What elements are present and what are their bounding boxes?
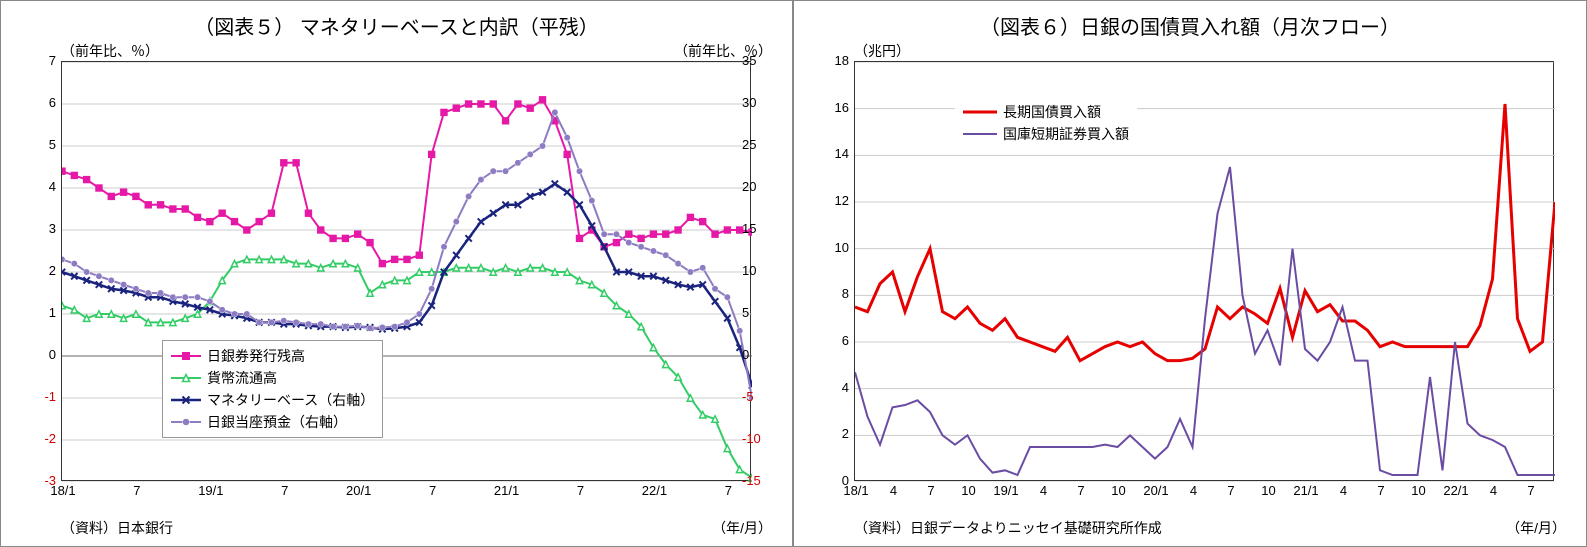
chart5-x-tick: 7 <box>265 483 305 498</box>
chart6-yleft-label: （兆円） <box>854 41 910 61</box>
chart5-source: （資料）日本銀行 <box>61 518 173 538</box>
chart6-x-tick: 10 <box>1249 483 1289 498</box>
chart5-x-tick: 7 <box>413 483 453 498</box>
chart6-x-tick: 18/1 <box>836 483 876 498</box>
chart6-yleft-tick: 6 <box>814 333 849 348</box>
chart6-source: （資料）日銀データよりニッセイ基礎研究所作成 <box>854 518 1162 538</box>
chart5-x-tick: 7 <box>708 483 748 498</box>
chart5-yright-tick: 10 <box>742 263 777 278</box>
chart5-yright-tick: -10 <box>742 431 777 446</box>
chart5-legend-item: 日銀当座預金（右軸） <box>171 411 374 433</box>
chart6-plot: 長期国債買入額国庫短期証券買入額 <box>854 61 1554 481</box>
chart6-x-tick: 4 <box>874 483 914 498</box>
chart6-x-tick: 7 <box>1361 483 1401 498</box>
chart5-yleft-tick: 2 <box>21 263 56 278</box>
chart6-yleft-tick: 4 <box>814 380 849 395</box>
chart5-yleft-label: （前年比、％） <box>61 41 159 61</box>
chart6-x-tick: 19/1 <box>986 483 1026 498</box>
chart5-yleft-tick: 0 <box>21 347 56 362</box>
chart5-yleft-tick: 4 <box>21 179 56 194</box>
chart6-x-tick: 10 <box>1399 483 1439 498</box>
chart5-yright-tick: 20 <box>742 179 777 194</box>
chart6-x-tick: 21/1 <box>1286 483 1326 498</box>
chart6-x-tick: 7 <box>1061 483 1101 498</box>
chart6-yleft-tick: 16 <box>814 100 849 115</box>
chart5-legend-item: 日銀券発行残高 <box>171 345 374 367</box>
chart6-legend: 長期国債買入額国庫短期証券買入額 <box>955 97 1137 149</box>
chart5-x-tick: 20/1 <box>339 483 379 498</box>
chart5-legend: 日銀券発行残高貨幣流通高マネタリーベース（右軸）日銀当座預金（右軸） <box>162 340 383 438</box>
chart5-yleft-tick: 3 <box>21 221 56 236</box>
chart6-title: （図表６）日銀の国債買入れ額（月次フロー） <box>794 1 1586 40</box>
chart5-yright-tick: 30 <box>742 95 777 110</box>
chart6-x-tick: 7 <box>1511 483 1551 498</box>
chart5-yright-tick: 0 <box>742 347 777 362</box>
chart6-x-caption: （年/月） <box>1506 518 1566 538</box>
chart5-yright-tick: 25 <box>742 137 777 152</box>
chart5-yleft-tick: -2 <box>21 431 56 446</box>
chart5-x-tick: 21/1 <box>487 483 527 498</box>
chart6-legend-item: 国庫短期証券買入額 <box>963 123 1129 145</box>
chart5-legend-item: 貨幣流通高 <box>171 367 374 389</box>
chart5-yleft-tick: 6 <box>21 95 56 110</box>
chart6-yleft-tick: 14 <box>814 146 849 161</box>
chart5-yleft-tick: 1 <box>21 305 56 320</box>
chart6-yleft-tick: 18 <box>814 53 849 68</box>
chart5-x-tick: 19/1 <box>191 483 231 498</box>
chart5-title: （図表５） マネタリーベースと内訳（平残） <box>1 1 792 40</box>
chart5-yright-tick: 35 <box>742 53 777 68</box>
chart6-x-tick: 4 <box>1324 483 1364 498</box>
chart6-x-tick: 10 <box>1099 483 1139 498</box>
chart5-x-tick: 18/1 <box>43 483 83 498</box>
chart6-x-tick: 4 <box>1024 483 1064 498</box>
chart6-x-tick: 4 <box>1174 483 1214 498</box>
chart5-x-caption: （年/月） <box>712 518 772 538</box>
chart6-x-tick: 22/1 <box>1436 483 1476 498</box>
chart6-x-tick: 10 <box>949 483 989 498</box>
chart6-legend-item: 長期国債買入額 <box>963 101 1129 123</box>
chart5-x-tick: 22/1 <box>634 483 674 498</box>
chart6-yleft-tick: 8 <box>814 286 849 301</box>
chart6-x-tick: 20/1 <box>1136 483 1176 498</box>
chart6-x-tick: 7 <box>911 483 951 498</box>
chart5-yleft-tick: 5 <box>21 137 56 152</box>
chart5-yright-tick: -5 <box>742 389 777 404</box>
chart5-x-tick: 7 <box>561 483 601 498</box>
chart5-legend-item: マネタリーベース（右軸） <box>171 389 374 411</box>
chart5-yright-tick: 5 <box>742 305 777 320</box>
chart6-yleft-tick: 12 <box>814 193 849 208</box>
chart6-yleft-tick: 10 <box>814 240 849 255</box>
chart6-x-tick: 7 <box>1211 483 1251 498</box>
chart6-yleft-tick: 2 <box>814 426 849 441</box>
chart5-yleft-tick: -1 <box>21 389 56 404</box>
chart6-x-tick: 4 <box>1474 483 1514 498</box>
chart5-yright-tick: 15 <box>742 221 777 236</box>
chart5-yleft-tick: 7 <box>21 53 56 68</box>
chart5-x-tick: 7 <box>117 483 157 498</box>
chart5-plot: 日銀券発行残高貨幣流通高マネタリーベース（右軸）日銀当座預金（右軸） <box>61 61 751 481</box>
